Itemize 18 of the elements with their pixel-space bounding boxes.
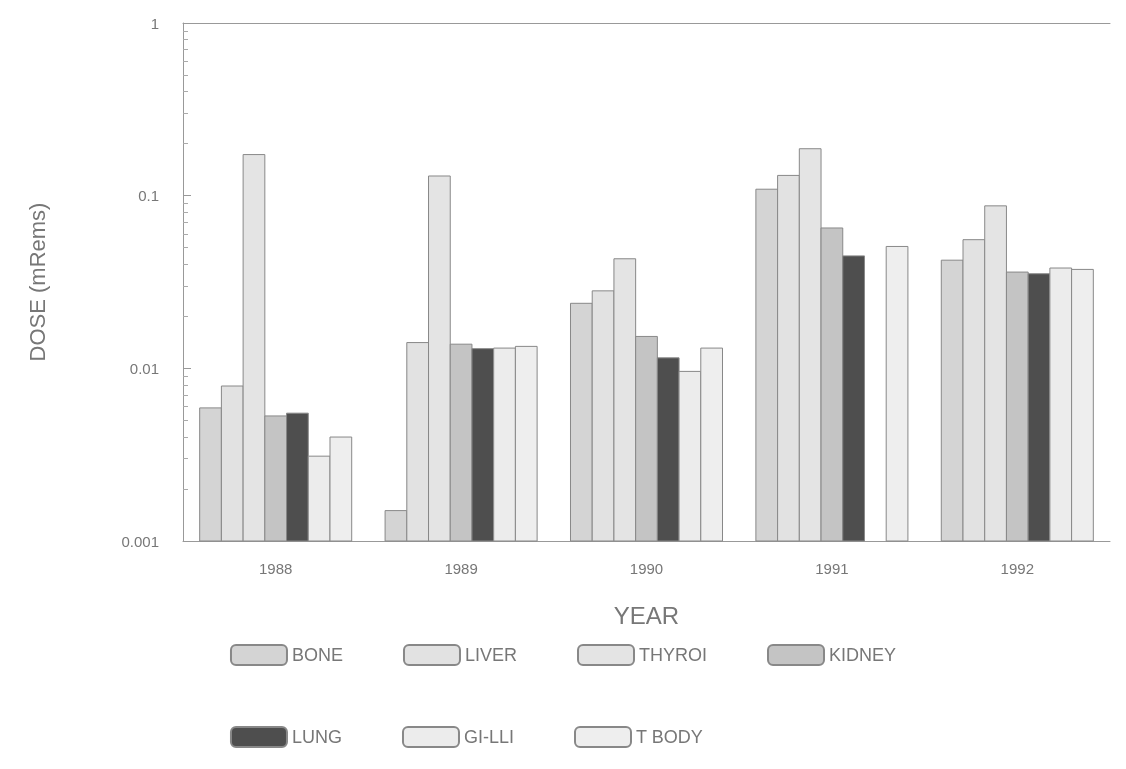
y-axis-title: DOSE (mRems) xyxy=(24,202,50,362)
y-tick-label: 1 xyxy=(150,14,159,32)
legend-label: T BODY xyxy=(636,727,703,747)
x-tick-label: 1992 xyxy=(1000,560,1034,577)
legend-label: GI-LLI xyxy=(463,727,515,747)
y-tick-label: 0.1 xyxy=(138,187,159,205)
x-tick-label: 1991 xyxy=(815,560,849,577)
x-axis-title: YEAR xyxy=(613,601,680,629)
x-tick-label: 1989 xyxy=(444,560,478,577)
y-tick-label: 0.001 xyxy=(121,532,159,550)
x-tick-label: 1990 xyxy=(629,560,664,577)
legend-label: BONE xyxy=(291,645,343,665)
legend-label: LIVER xyxy=(464,645,518,665)
y-tick-label: 0.01 xyxy=(129,359,159,377)
legend-label: THYROI xyxy=(639,645,708,665)
legend-label: KIDNEY xyxy=(829,645,897,665)
legend-label: LUNG xyxy=(291,727,342,747)
x-tick-label: 1988 xyxy=(259,560,293,577)
